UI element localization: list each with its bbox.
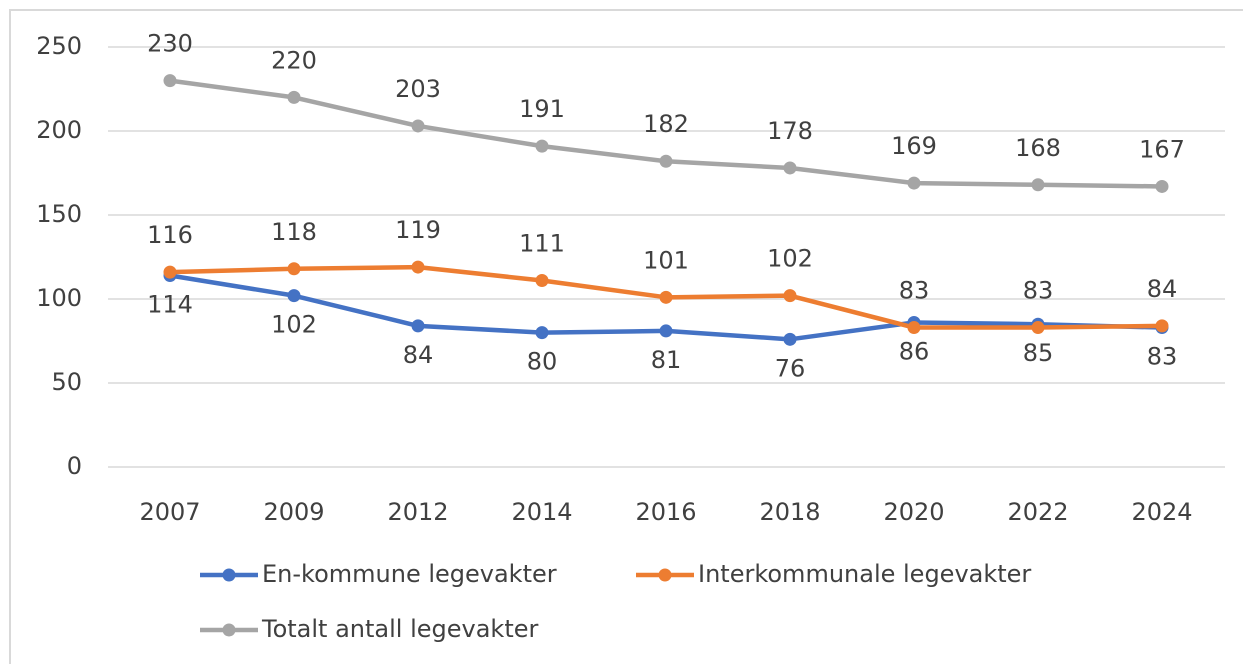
point-marker <box>535 274 549 288</box>
data-label: 102 <box>271 311 317 339</box>
data-label: 203 <box>395 75 441 103</box>
data-label: 182 <box>643 110 689 138</box>
data-label: 111 <box>519 230 565 258</box>
point-marker <box>411 319 425 333</box>
legend-label: Interkommunale legevakter <box>698 560 1031 588</box>
point-marker <box>783 289 797 303</box>
data-label: 169 <box>891 132 937 160</box>
data-label: 102 <box>767 245 813 273</box>
y-tick-label: 150 <box>36 200 82 228</box>
data-label: 191 <box>519 95 565 123</box>
point-marker <box>411 119 425 133</box>
data-label: 85 <box>1023 339 1054 367</box>
data-label: 220 <box>271 46 317 74</box>
data-label: 83 <box>1023 277 1054 305</box>
point-marker <box>659 290 673 304</box>
x-tick-label: 2024 <box>1131 498 1192 526</box>
point-marker <box>287 289 301 303</box>
x-tick-label: 2007 <box>139 498 200 526</box>
data-label: 116 <box>147 221 193 249</box>
data-label: 101 <box>643 246 689 274</box>
data-label: 81 <box>651 346 682 374</box>
point-marker <box>783 332 797 346</box>
legend-marker <box>222 623 236 637</box>
point-marker <box>163 74 177 88</box>
data-label: 80 <box>527 348 558 376</box>
y-tick-label: 200 <box>36 116 82 144</box>
legend-marker <box>222 568 236 582</box>
data-label: 167 <box>1139 135 1185 163</box>
point-marker <box>783 161 797 175</box>
chart-border <box>9 9 1243 664</box>
point-marker <box>411 260 425 274</box>
point-marker <box>659 324 673 338</box>
data-label: 84 <box>1147 275 1178 303</box>
point-marker <box>1031 321 1045 335</box>
y-tick-label: 50 <box>51 368 82 396</box>
legend-label: Totalt antall legevakter <box>261 615 539 643</box>
data-label: 119 <box>395 216 441 244</box>
data-label: 118 <box>271 218 317 246</box>
data-label: 83 <box>1147 343 1178 371</box>
data-label: 178 <box>767 117 813 145</box>
x-tick-label: 2022 <box>1007 498 1068 526</box>
legend-marker <box>658 568 672 582</box>
point-marker <box>535 139 549 153</box>
data-label: 230 <box>147 30 193 58</box>
point-marker <box>163 265 177 279</box>
data-label: 84 <box>403 341 434 369</box>
legend-label: En-kommune legevakter <box>262 560 557 588</box>
point-marker <box>1155 319 1169 333</box>
x-tick-label: 2016 <box>635 498 696 526</box>
point-marker <box>1155 179 1169 193</box>
x-tick-label: 2012 <box>387 498 448 526</box>
x-tick-label: 2014 <box>511 498 572 526</box>
x-tick-label: 2020 <box>883 498 944 526</box>
y-tick-label: 100 <box>36 284 82 312</box>
data-label: 76 <box>775 354 806 382</box>
data-label: 168 <box>1015 134 1061 162</box>
y-tick-label: 250 <box>36 32 82 60</box>
data-label: 114 <box>147 290 193 318</box>
point-marker <box>659 154 673 168</box>
y-tick-label: 0 <box>67 452 82 480</box>
data-label: 86 <box>899 338 930 366</box>
x-tick-label: 2018 <box>759 498 820 526</box>
point-marker <box>907 176 921 190</box>
point-marker <box>287 262 301 276</box>
point-marker <box>287 90 301 104</box>
point-marker <box>1031 178 1045 192</box>
x-tick-label: 2009 <box>263 498 324 526</box>
data-label: 83 <box>899 277 930 305</box>
point-marker <box>535 326 549 340</box>
point-marker <box>907 321 921 335</box>
